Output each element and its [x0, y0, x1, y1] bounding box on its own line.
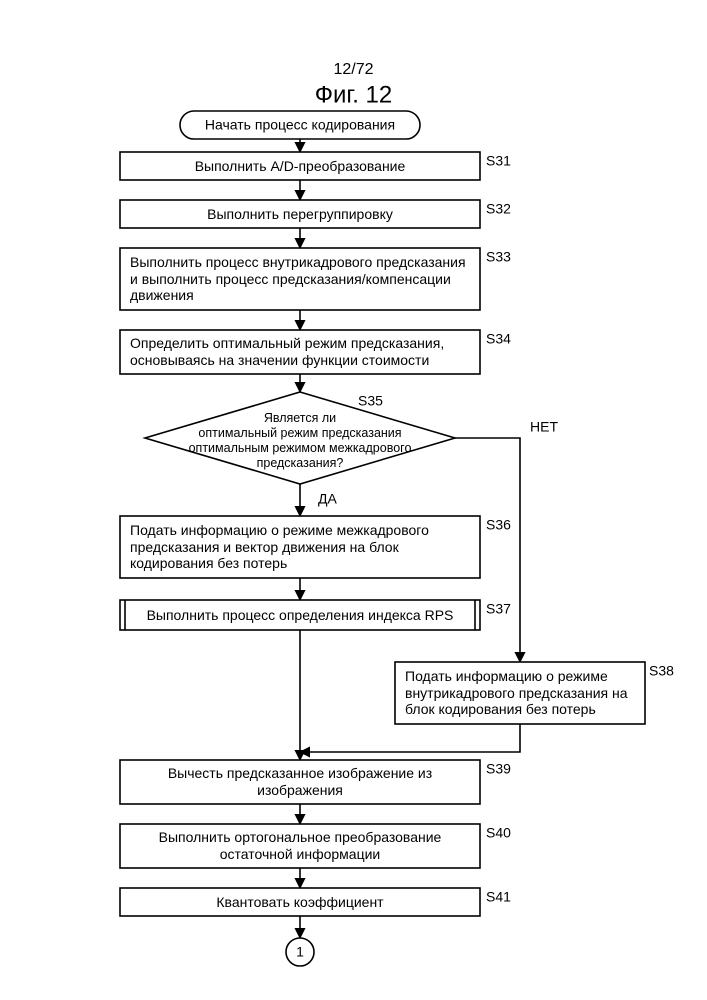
s37-text: Выполнить процесс определения индекса RP… — [120, 600, 480, 630]
s33-step: S33 — [486, 249, 511, 265]
start-label: Начать процесс кодирования — [205, 117, 395, 133]
arrow-s38-merge — [300, 724, 520, 752]
s31-text: Выполнить A/D-преобразование — [120, 152, 480, 180]
s35-l2: оптимальный режим предсказания — [198, 426, 401, 440]
s35-l3: оптимальным режимом межкадрового — [189, 441, 412, 455]
s33-text: Выполнить процесс внутрикадрового предск… — [120, 248, 480, 310]
s40-text: Выполнить ортогональное преобразование о… — [120, 824, 480, 868]
s38-step: S38 — [649, 663, 674, 679]
figure-title: Фиг. 12 — [315, 81, 393, 108]
page-number: 12/72 — [333, 61, 373, 78]
s39-text: Вычесть предсказанное изображение из изо… — [120, 760, 480, 804]
label-no: НЕТ — [530, 419, 558, 435]
s32-step: S32 — [486, 201, 511, 217]
label-yes: ДА — [318, 491, 337, 507]
s34-step: S34 — [486, 331, 511, 347]
connector-label: 1 — [296, 944, 304, 960]
s38-text: Подать информацию о режиме внутрикадрово… — [395, 662, 645, 724]
s34-text: Определить оптимальный режим предсказани… — [120, 330, 480, 374]
s31-step: S31 — [486, 153, 511, 169]
s39-step: S39 — [486, 761, 511, 777]
s35-l1: Является ли — [264, 411, 336, 425]
s35-step: S35 — [358, 393, 383, 409]
s36-text: Подать информацию о режиме межкадрового … — [120, 516, 480, 578]
s40-step: S40 — [486, 825, 511, 841]
s36-step: S36 — [486, 517, 511, 533]
s41-text: Квантовать коэффициент — [120, 888, 480, 916]
s37-step: S37 — [486, 601, 511, 617]
s41-step: S41 — [486, 889, 511, 905]
s32-text: Выполнить перегруппировку — [120, 200, 480, 228]
s35-l4: предсказания? — [257, 456, 344, 470]
